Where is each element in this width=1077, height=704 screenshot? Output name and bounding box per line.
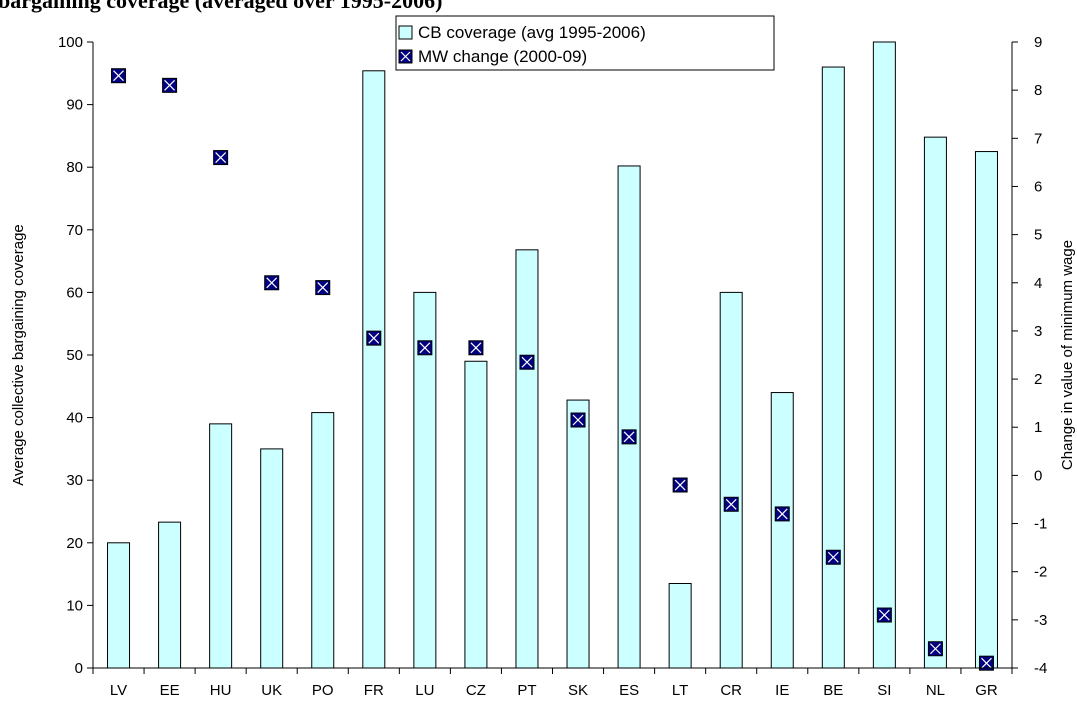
left-tick-label: 50 <box>66 347 83 364</box>
legend-box <box>395 15 775 71</box>
x-tick-label: SK <box>568 682 588 699</box>
left-tick-label: 90 <box>66 97 83 114</box>
x-tick-label: FR <box>364 682 384 699</box>
marker-lv <box>111 68 127 84</box>
right-tick-label: -4 <box>1034 660 1047 677</box>
bar-lv <box>107 542 131 669</box>
bar-cz <box>464 360 488 669</box>
marker-ie <box>774 506 790 522</box>
legend-label-bar: CB coverage (avg 1995-2006) <box>418 23 646 42</box>
marker-cr <box>723 496 739 512</box>
bar-po <box>311 412 335 669</box>
right-tick-label: 7 <box>1034 130 1042 147</box>
right-tick-label: 2 <box>1034 371 1042 388</box>
marker-lt <box>672 477 688 493</box>
right-tick-label: -1 <box>1034 516 1047 533</box>
bar-hu <box>209 423 233 669</box>
bar-gr <box>974 151 998 669</box>
x-tick-label: UK <box>261 682 282 699</box>
left-axis-label: Average collective bargaining coverage <box>10 224 27 486</box>
legend: CB coverage (avg 1995-2006) MW change (2… <box>395 15 775 71</box>
left-tick-label: 40 <box>66 410 83 427</box>
x-tick-label: IE <box>775 682 789 699</box>
legend-label-marker: MW change (2000-09) <box>418 47 587 66</box>
right-tick-label: 3 <box>1034 323 1042 340</box>
right-tick-label: -3 <box>1034 612 1047 629</box>
marker-ee <box>162 77 178 93</box>
right-tick-label: 0 <box>1034 467 1042 484</box>
marker-cz <box>468 340 484 356</box>
x-tick-label: BE <box>823 682 843 699</box>
right-axis-label: Change in value of minimum wage <box>1059 240 1076 470</box>
left-tick-label: 10 <box>66 597 83 614</box>
bar-ee <box>158 521 182 669</box>
marker-fr <box>366 330 382 346</box>
right-tick-label: -2 <box>1034 564 1047 581</box>
x-tick-label: HU <box>210 682 232 699</box>
x-tick-label: CR <box>720 682 742 699</box>
x-tick-label: EE <box>160 682 180 699</box>
legend-swatch-marker <box>398 49 413 64</box>
x-tick-label: LU <box>415 682 434 699</box>
right-tick-label: 4 <box>1034 275 1042 292</box>
marker-si <box>876 607 892 623</box>
bar-si <box>872 41 896 669</box>
bar-be <box>821 66 845 669</box>
bar-sk <box>566 399 590 669</box>
bar-cr <box>719 291 743 669</box>
left-tick-label: 80 <box>66 159 83 176</box>
marker-po <box>315 280 331 296</box>
left-tick-label: 60 <box>66 284 83 301</box>
marker-sk <box>570 412 586 428</box>
marker-nl <box>927 641 943 657</box>
right-tick-label: 5 <box>1034 227 1042 244</box>
left-tick-label: 30 <box>66 472 83 489</box>
left-tick-label: 100 <box>58 34 83 51</box>
right-tick-label: 6 <box>1034 178 1042 195</box>
x-tick-label: ES <box>619 682 639 699</box>
bar-nl <box>923 136 947 669</box>
bar-ie <box>770 392 794 669</box>
right-tick-label: 8 <box>1034 82 1042 99</box>
marker-lu <box>417 340 433 356</box>
x-tick-label: LV <box>110 682 127 699</box>
left-tick-label: 20 <box>66 535 83 552</box>
marker-uk <box>264 275 280 291</box>
legend-swatch-bar <box>398 25 413 40</box>
bar-fr <box>362 70 386 669</box>
x-ticks-group: LV EE HU UK PO FR LU CZ PT SK ES LT CR IE BE SI NL GR <box>92 668 1013 699</box>
marker-be <box>825 549 841 565</box>
bar-pt <box>515 249 539 669</box>
left-tick-label: 0 <box>75 660 83 677</box>
x-tick-label: CZ <box>466 682 486 699</box>
marker-gr <box>978 655 994 671</box>
x-tick-label: NL <box>926 682 945 699</box>
right-tick-label: 9 <box>1034 34 1042 51</box>
bar-uk <box>260 448 284 669</box>
bar-lt <box>668 582 692 669</box>
bars-group <box>107 41 998 669</box>
x-tick-label: LT <box>672 682 688 699</box>
right-tick-label: 1 <box>1034 419 1042 436</box>
markers-group <box>111 68 994 671</box>
marker-hu <box>213 150 229 166</box>
marker-es <box>621 429 637 445</box>
left-ticks-group: 0 10 20 30 40 50 60 70 80 90 100 <box>58 34 93 677</box>
bar-es <box>617 165 641 669</box>
x-tick-label: PT <box>517 682 536 699</box>
left-tick-label: 70 <box>66 222 83 239</box>
marker-pt <box>519 354 535 370</box>
right-ticks-group: -4 -3 -2 -1 0 1 2 3 4 5 6 7 8 9 <box>1012 34 1047 677</box>
x-tick-label: GR <box>975 682 998 699</box>
chart-title: bargaining coverage (averaged over 1995-… <box>0 0 442 13</box>
x-tick-label: SI <box>877 682 891 699</box>
x-tick-label: PO <box>312 682 334 699</box>
